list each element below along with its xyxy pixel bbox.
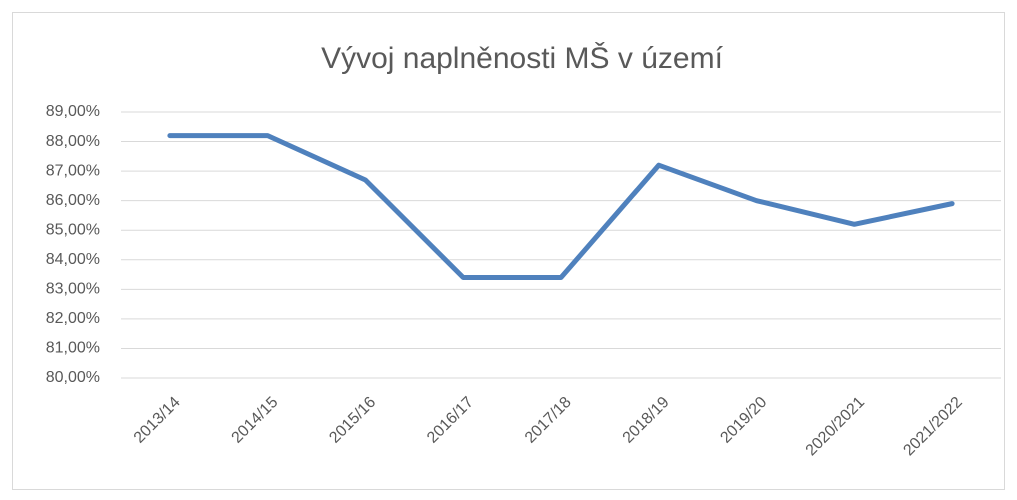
y-tick-label: 81,00% — [46, 340, 100, 357]
y-tick-label: 84,00% — [46, 251, 100, 268]
y-tick-label: 82,00% — [46, 310, 100, 327]
y-tick-label: 89,00% — [46, 103, 100, 120]
y-tick-label: 80,00% — [46, 369, 100, 386]
y-tick-label: 88,00% — [46, 133, 100, 150]
y-tick-label: 87,00% — [46, 162, 100, 179]
y-tick-label: 85,00% — [46, 221, 100, 238]
line-series — [167, 133, 955, 281]
y-tick-label: 86,00% — [46, 192, 100, 209]
chart-title: Vývoj naplněnosti MŠ v území — [321, 41, 724, 75]
chart-border — [12, 12, 1005, 490]
y-tick-label: 83,00% — [46, 281, 100, 298]
